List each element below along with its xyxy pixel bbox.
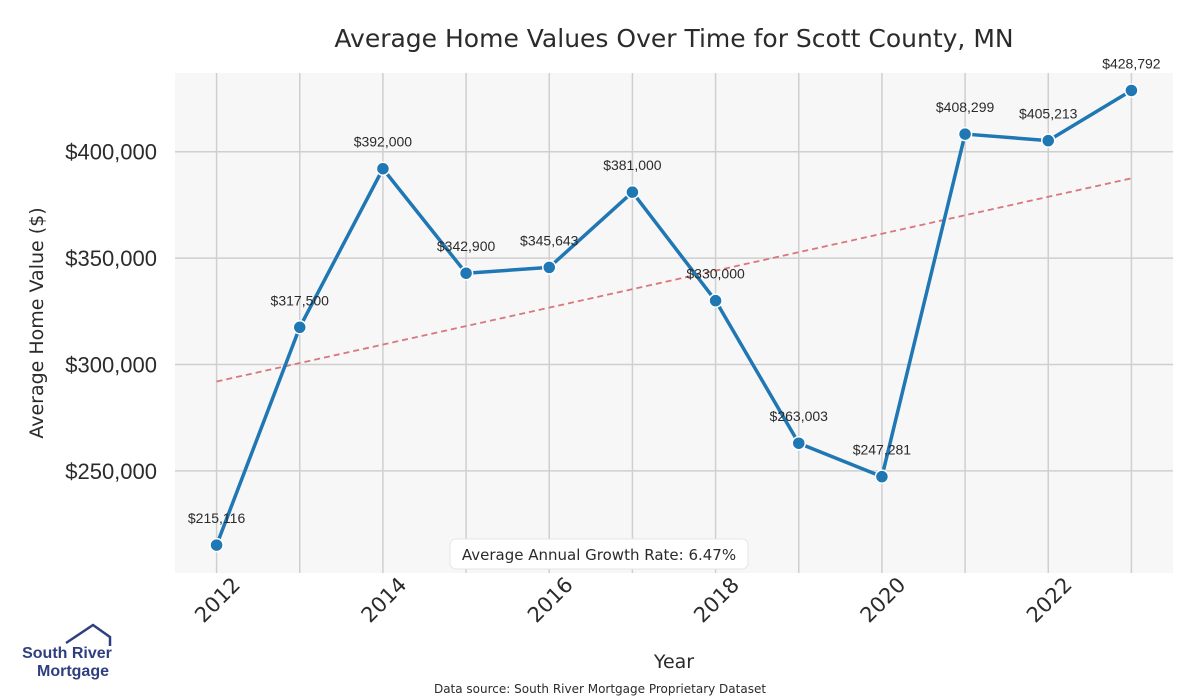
data-label: $317,500: [271, 292, 330, 308]
data-label: $215,116: [188, 510, 246, 526]
series-line: [214, 88, 1133, 546]
x-tick-label: 2012: [190, 573, 245, 628]
data-label: $247,281: [853, 442, 912, 458]
data-point: [874, 469, 890, 484]
data-point: [209, 537, 224, 553]
growth-rate-annotation: Average Annual Growth Rate: 6.47%: [449, 538, 749, 570]
trend-line: [216, 177, 1132, 383]
x-axis-label: Year: [653, 651, 694, 673]
x-tick-labels: 2012 2014 2016 2018 2020 2022: [190, 573, 1076, 628]
data-label: $392,000: [354, 134, 413, 150]
y-tick-label: $350,000: [65, 246, 157, 271]
y-tick-label: $400,000: [65, 140, 157, 165]
x-tick-label: 2022: [1022, 573, 1077, 628]
data-point: [375, 161, 391, 176]
data-labels: $215,116 $317,500 $392,000 $342,900 $345,643…: [188, 55, 1161, 526]
x-tick-label: 2018: [689, 573, 744, 628]
data-point: [542, 260, 557, 275]
data-point: [957, 126, 973, 142]
data-point: [1041, 133, 1056, 148]
data-point: [708, 293, 723, 308]
house-icon: [65, 623, 112, 646]
data-point: [458, 265, 474, 281]
data-label: $381,000: [603, 157, 662, 173]
annotation-box: [449, 538, 749, 570]
logo-line-1: South River: [22, 645, 112, 662]
data-point: [625, 184, 640, 200]
x-gridlines: [215, 73, 1133, 573]
data-point: [1124, 83, 1139, 98]
y-tick-label: $250,000: [65, 459, 157, 484]
data-label: $408,299: [936, 99, 995, 115]
y-tick-labels: $250,000 $300,000 $350,000 $400,000: [65, 140, 157, 484]
y-gridlines: [175, 150, 1173, 472]
annotation-text: Average Annual Growth Rate: 6.47%: [462, 546, 736, 564]
logo-line-2: Mortgage: [37, 663, 109, 680]
data-points: [209, 83, 1139, 553]
chart-title: Average Home Values Over Time for Scott …: [334, 24, 1013, 53]
x-tick-label: 2020: [856, 573, 911, 628]
company-logo: South River Mortgage: [22, 623, 112, 680]
x-tick-label: 2016: [523, 573, 578, 628]
data-label: $428,792: [1102, 55, 1161, 71]
data-point: [791, 435, 806, 451]
data-label: $405,213: [1019, 106, 1078, 122]
data-label: $263,003: [770, 408, 829, 424]
data-label: $345,643: [520, 232, 579, 248]
x-tick-label: 2014: [357, 573, 412, 628]
y-tick-label: $300,000: [65, 352, 157, 377]
data-label: $342,900: [437, 238, 496, 254]
source-note: Data source: South River Mortgage Propri…: [434, 682, 766, 696]
plot-area: [175, 73, 1173, 573]
data-label: $330,000: [686, 266, 745, 282]
data-point: [292, 320, 307, 335]
y-axis-label: Average Home Value ($): [26, 207, 48, 438]
